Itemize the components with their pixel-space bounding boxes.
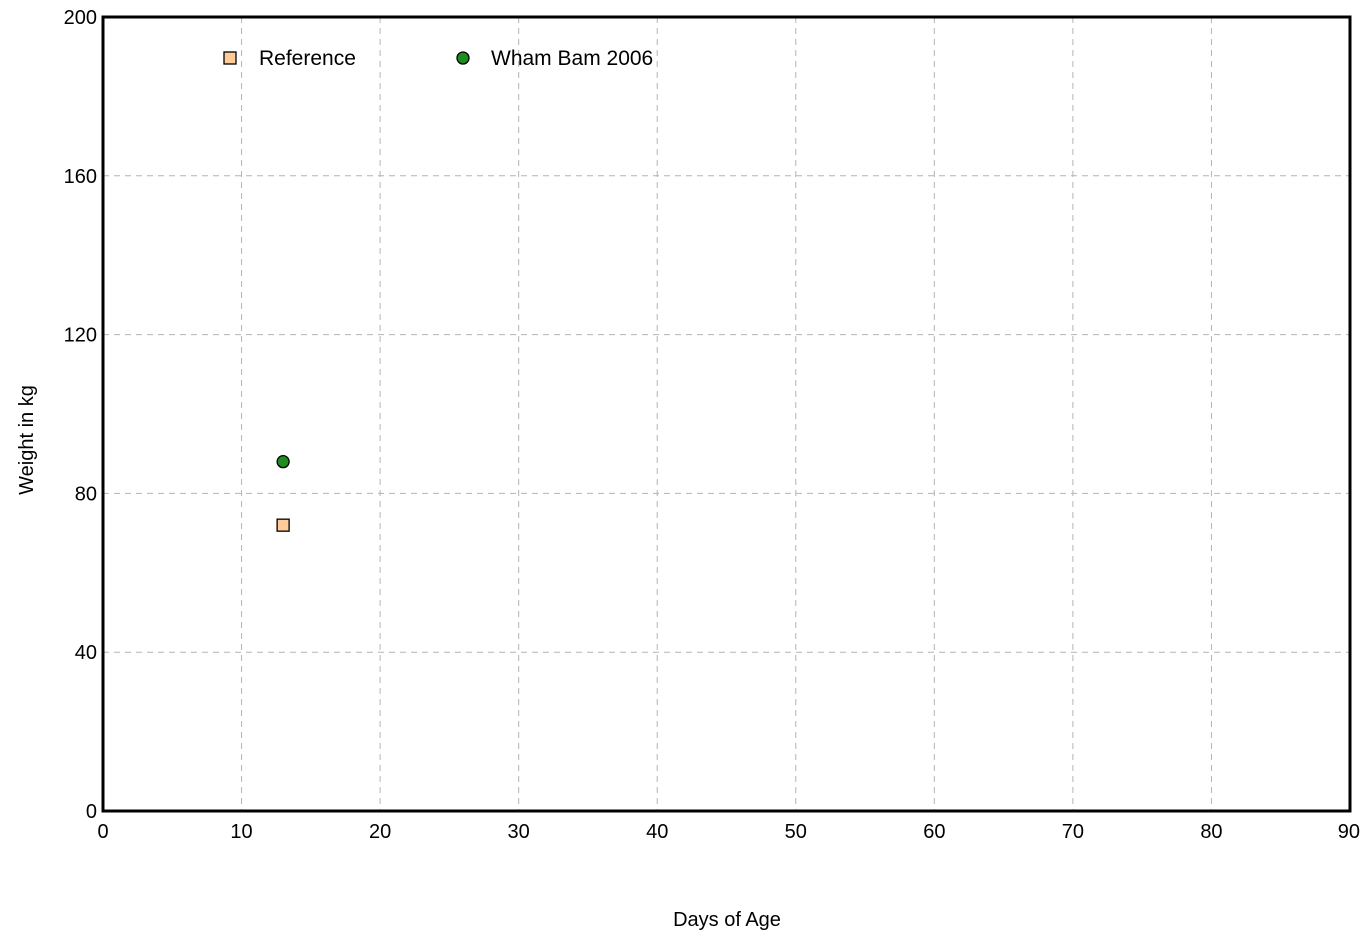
- y-axis-title: Weight in kg: [16, 385, 38, 495]
- y-tick-label: 80: [75, 483, 97, 505]
- y-tick-label: 200: [64, 7, 97, 29]
- data-point: [276, 454, 290, 469]
- x-tick-label: 60: [923, 821, 945, 843]
- plot-area-frame: [101, 15, 1352, 813]
- data-points: [276, 454, 290, 532]
- x-tick-label: 40: [646, 821, 668, 843]
- y-tick-label: 0: [86, 801, 97, 823]
- grid: [103, 17, 1350, 811]
- x-tick-label: 90: [1338, 821, 1360, 843]
- legend-marker: [223, 51, 237, 65]
- y-tick-label: 120: [64, 325, 97, 347]
- legend-marker: [456, 51, 470, 65]
- x-tick-label: 0: [97, 821, 108, 843]
- data-point: [276, 518, 290, 532]
- legend: Reference Wham Bam 2006: [223, 47, 653, 70]
- legend-label: Wham Bam 2006: [491, 47, 653, 70]
- x-axis-title: Days of Age: [673, 909, 781, 931]
- y-tick-label: 160: [64, 166, 97, 188]
- x-tick-label: 70: [1062, 821, 1084, 843]
- legend-label: Reference: [259, 47, 356, 70]
- x-tick-label: 10: [230, 821, 252, 843]
- x-tick-label: 50: [785, 821, 807, 843]
- tick-labels: 0 10 20 30 40 50 60 70 80 90 0 40 80 120 160 200: [64, 7, 1360, 843]
- x-tick-label: 80: [1200, 821, 1222, 843]
- y-tick-label: 40: [75, 642, 97, 664]
- x-tick-label: 30: [508, 821, 530, 843]
- x-tick-label: 20: [369, 821, 391, 843]
